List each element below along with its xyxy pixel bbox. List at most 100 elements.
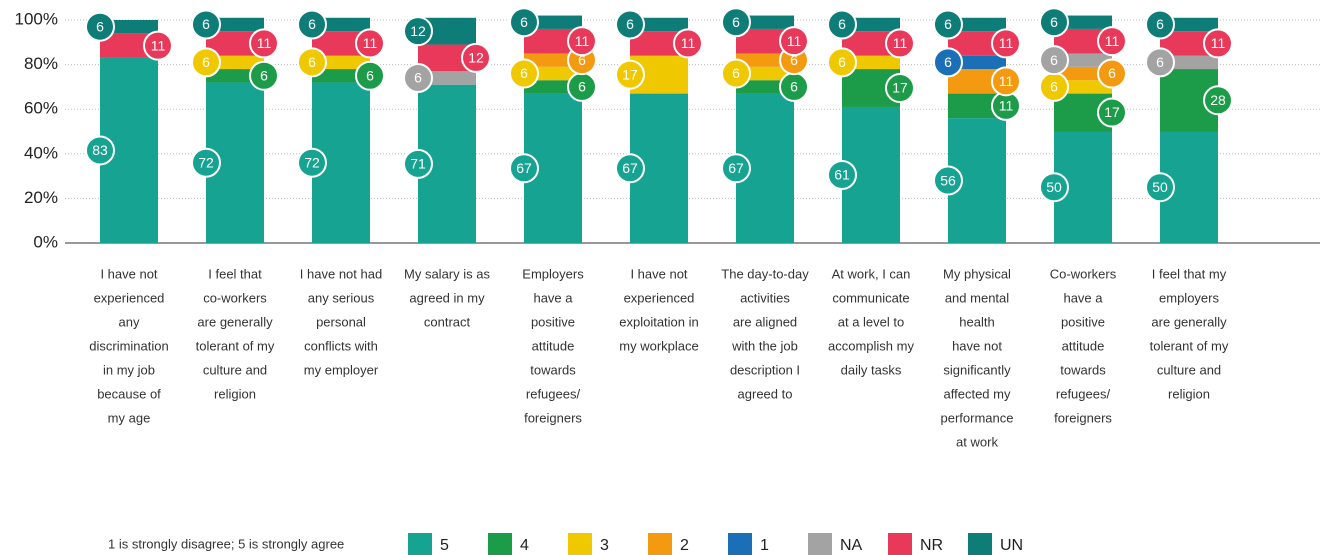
x-tick-label: my employer: [304, 362, 379, 377]
value-badge: [461, 42, 491, 73]
legend-label: NA: [840, 537, 863, 554]
value-badge: [355, 28, 385, 59]
value-label: 6: [414, 70, 422, 86]
x-tick-label: attitude: [532, 338, 575, 353]
value-label: 61: [834, 167, 850, 183]
legend-swatch: [648, 533, 672, 555]
x-tick-label: religion: [214, 386, 256, 401]
value-label: 11: [151, 37, 166, 53]
x-tick-label: my age: [108, 410, 151, 425]
value-badge: [85, 11, 115, 42]
x-tick-label: any: [119, 314, 140, 329]
x-tick-label: agreed in my: [409, 290, 485, 305]
value-badge: [1097, 26, 1127, 57]
value-badge: [567, 26, 597, 57]
value-label: 6: [732, 14, 740, 30]
value-badge: [615, 59, 645, 90]
value-label: 6: [1156, 16, 1164, 32]
y-tick-label: 60%: [24, 99, 58, 118]
x-tick-label: contract: [424, 314, 471, 329]
x-tick-label: have a: [1063, 290, 1103, 305]
legend-label: 5: [440, 537, 449, 554]
value-label: 6: [366, 67, 374, 83]
value-label: 12: [410, 23, 426, 39]
x-tick-label: any serious: [308, 290, 375, 305]
value-badge: [191, 47, 221, 78]
legend-swatch: [408, 533, 432, 555]
value-label: 6: [520, 65, 528, 81]
x-tick-label: with the job: [731, 338, 798, 353]
x-tick-label: are aligned: [733, 314, 797, 329]
value-label: 83: [92, 142, 108, 158]
x-tick-label: culture and: [1157, 362, 1221, 377]
x-tick-label: towards: [530, 362, 576, 377]
value-label: 12: [468, 50, 484, 66]
x-tick-label: positive: [531, 314, 575, 329]
value-label: 6: [308, 54, 316, 70]
value-badge: [509, 153, 539, 184]
value-badge: [885, 73, 915, 104]
legend-swatch: [568, 533, 592, 555]
value-badge: [991, 28, 1021, 59]
x-tick-label: and mental: [945, 290, 1009, 305]
x-tick-label: discrimination: [89, 338, 168, 353]
value-label: 11: [999, 35, 1014, 51]
x-tick-label: personal: [316, 314, 366, 329]
value-badge: [403, 148, 433, 179]
value-badge: [933, 165, 963, 196]
value-badge: [85, 135, 115, 166]
value-badge: [1203, 28, 1233, 59]
x-tick-label: my workplace: [619, 338, 698, 353]
value-badge: [827, 47, 857, 78]
x-tick-label: I have not: [630, 266, 687, 281]
value-label: 6: [944, 54, 952, 70]
value-badge: [991, 66, 1021, 97]
y-tick-label: 40%: [24, 143, 58, 162]
value-badge: [933, 47, 963, 78]
value-badge: [403, 16, 433, 47]
x-tick-label: foreigners: [1054, 410, 1112, 425]
x-tick-label: Co-workers: [1050, 266, 1117, 281]
x-tick-label: exploitation in: [619, 314, 699, 329]
value-badge: [885, 28, 915, 59]
value-badge: [721, 58, 751, 89]
value-badge: [1039, 172, 1069, 203]
x-tick-label: experienced: [624, 290, 695, 305]
value-badge: [779, 26, 809, 57]
value-badge: [1097, 58, 1127, 89]
value-label: 11: [681, 35, 696, 51]
x-tick-label: are generally: [1151, 314, 1227, 329]
value-badge: [1203, 85, 1233, 116]
value-badge: [191, 9, 221, 40]
value-label: 11: [787, 33, 802, 49]
value-label: 11: [1105, 33, 1120, 49]
value-badge: [1039, 7, 1069, 38]
x-tick-label: foreigners: [524, 410, 582, 425]
x-tick-label: towards: [1060, 362, 1106, 377]
x-tick-label: My salary is as: [404, 266, 490, 281]
value-badge: [721, 7, 751, 38]
value-label: 72: [304, 154, 320, 170]
value-badge: [933, 9, 963, 40]
x-tick-label: I have not had: [300, 266, 382, 281]
x-tick-label: refugees/: [1056, 386, 1111, 401]
value-label: 50: [1152, 179, 1168, 195]
legend-label: 3: [600, 537, 609, 554]
value-label: 11: [999, 98, 1014, 114]
value-label: 6: [96, 18, 104, 34]
value-label: 6: [790, 79, 798, 95]
x-tick-label: My physical: [943, 266, 1011, 281]
x-tick-label: health: [959, 314, 994, 329]
value-label: 6: [944, 16, 952, 32]
value-label: 67: [622, 160, 638, 176]
x-tick-label: I feel that my: [1152, 266, 1227, 281]
x-tick-label: tolerant of my: [1150, 338, 1229, 353]
value-badge: [827, 9, 857, 40]
x-tick-label: religion: [1168, 386, 1210, 401]
value-label: 11: [575, 33, 590, 49]
value-label: 6: [732, 65, 740, 81]
x-tick-label: at work: [956, 434, 998, 449]
value-badge: [249, 28, 279, 59]
value-badge: [721, 153, 751, 184]
